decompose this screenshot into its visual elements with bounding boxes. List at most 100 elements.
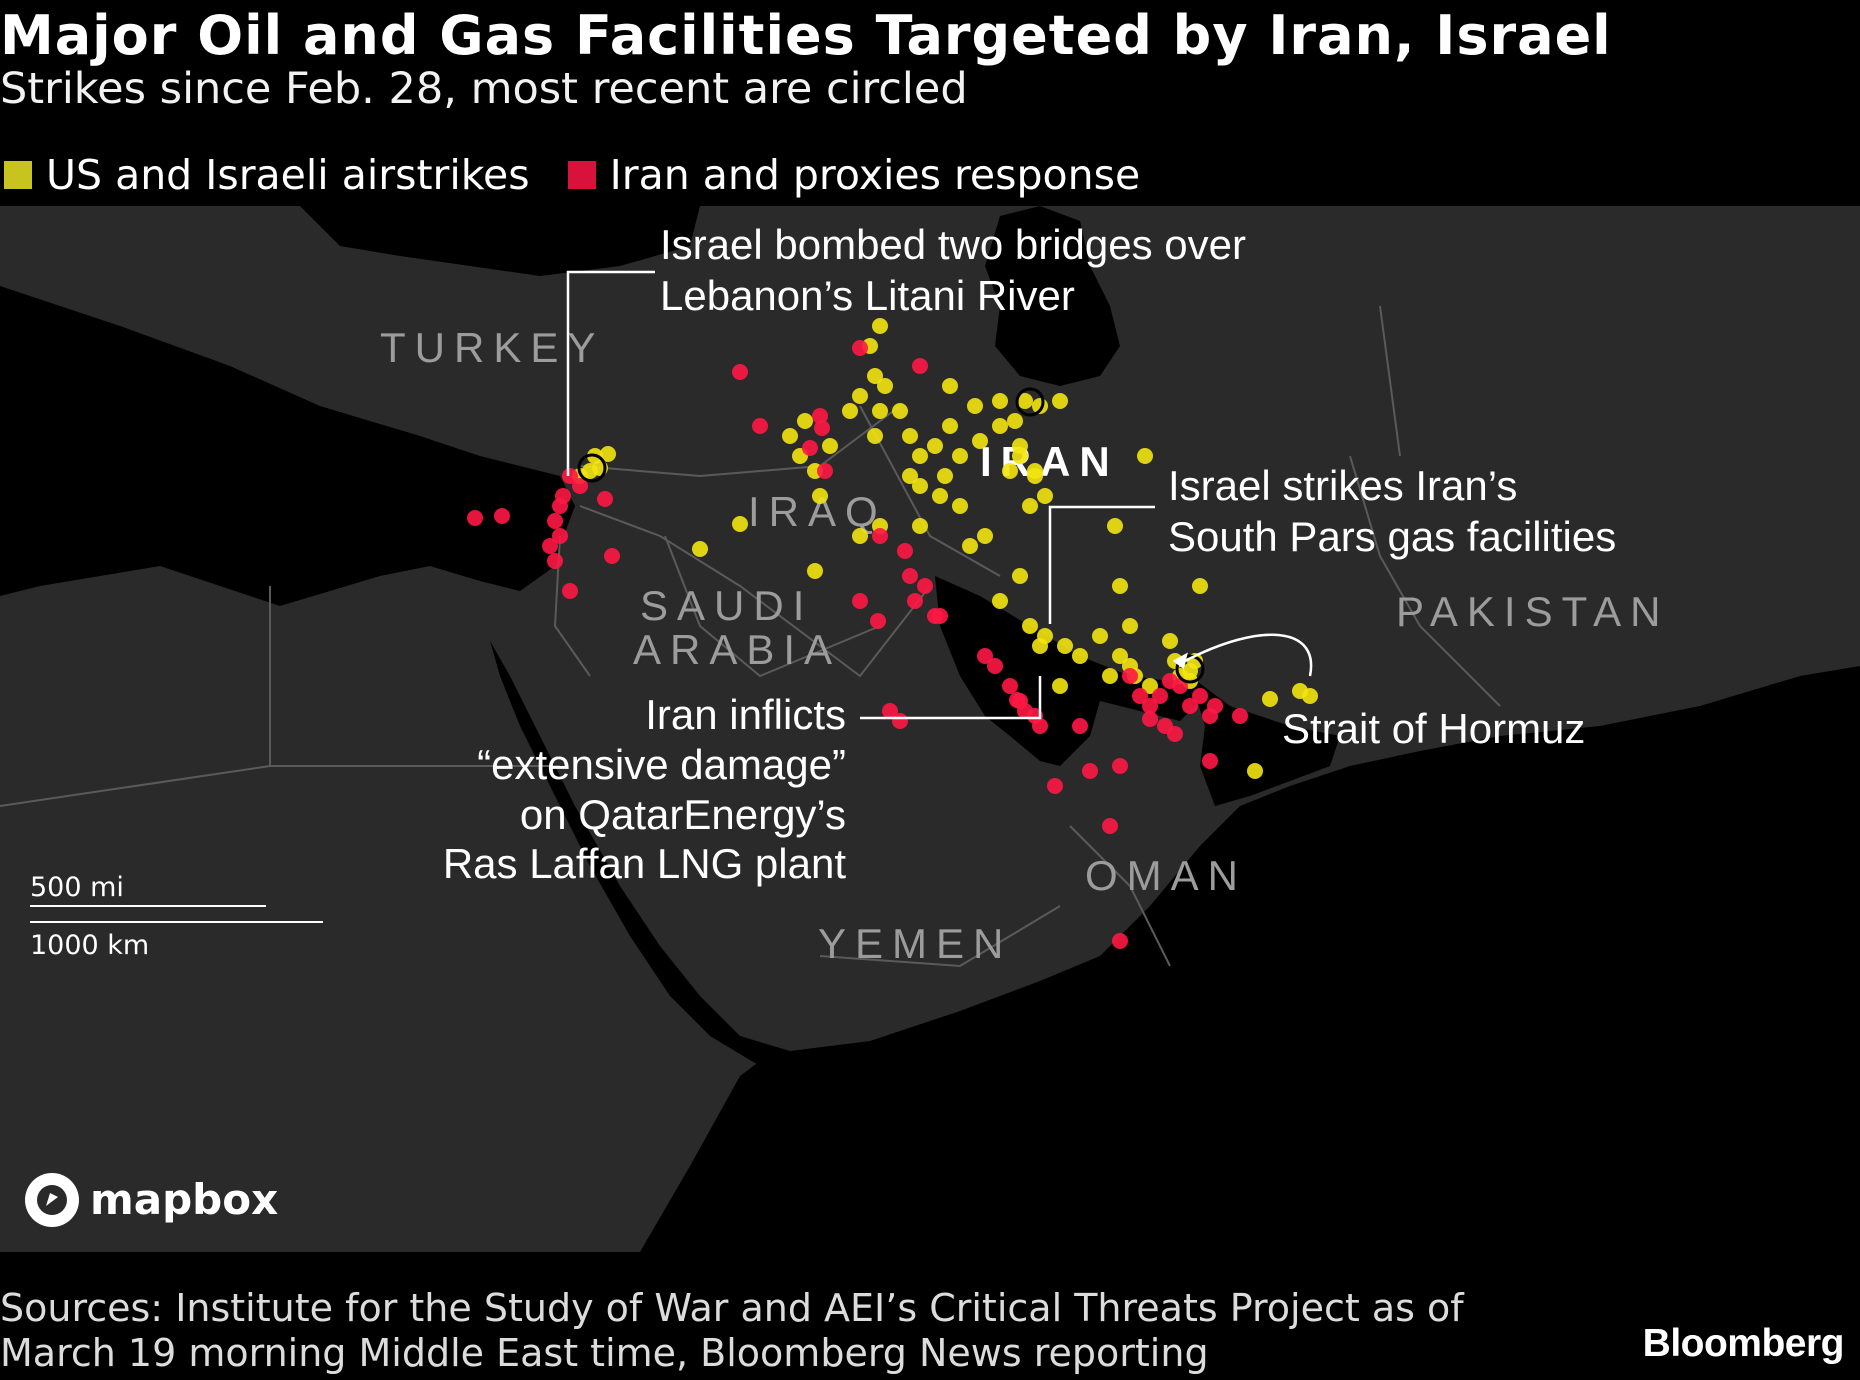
gulf-of-oman (1190, 676, 1340, 806)
us-israel-strike-marker (952, 448, 968, 464)
iran-proxies-strike-marker (1142, 698, 1158, 714)
us-israel-strike-marker (1037, 488, 1053, 504)
bloomberg-logo: Bloomberg (1642, 1322, 1845, 1365)
chart-subtitle: Strikes since Feb. 28, most recent are c… (0, 64, 968, 114)
us-israel-strike-marker (807, 563, 823, 579)
iran-proxies-strike-marker (1009, 692, 1025, 708)
annotation-ras-laffan-line-3: on QatarEnergy’s (520, 791, 846, 838)
us-israel-strike-marker (912, 448, 928, 464)
hormuz-arrow-icon (1172, 652, 1188, 670)
iran-proxies-strike-marker (1202, 708, 1218, 724)
us-israel-strike-marker (692, 541, 708, 557)
us-israel-strike-marker (1092, 628, 1108, 644)
iran-proxies-strike-marker (572, 478, 588, 494)
scale-bar: 500 mi 1000 km (30, 872, 323, 961)
annotation-ras-laffan-line-4: Ras Laffan LNG plant (443, 840, 846, 887)
iran-proxies-strike-marker (1142, 711, 1158, 727)
label-arabia: ARABIA (633, 626, 841, 673)
us-israel-strike-marker (1102, 668, 1118, 684)
us-israel-strike-marker (782, 428, 798, 444)
us-israel-strike-marker (1017, 393, 1033, 409)
iran-proxies-strike-marker (1192, 688, 1208, 704)
iran-proxies-strike-marker (542, 538, 558, 554)
scale-km: 1000 km (30, 930, 149, 961)
chart-title: Major Oil and Gas Facilities Targeted by… (0, 4, 1612, 67)
mapbox-attribution[interactable]: mapbox (25, 1173, 278, 1227)
iran-proxies-strike-marker (604, 548, 620, 564)
annotation-south-pars-line-2: South Pars gas facilities (1168, 513, 1616, 560)
country-borders (0, 305, 1501, 968)
us-israel-strike-marker (992, 393, 1008, 409)
iran-proxies-strike-marker (1072, 718, 1088, 734)
iran-proxies-strike-marker (467, 510, 483, 526)
iran-proxies-strike-marker (1112, 933, 1128, 949)
iran-proxies-strike-marker (597, 491, 613, 507)
south-pars-leader-line (1048, 505, 1155, 624)
annotation-leaders (566, 270, 1313, 720)
iran-proxies-strike-marker (1082, 763, 1098, 779)
iran-proxies-strike-marker (852, 593, 868, 609)
us-israel-strike-marker (1137, 448, 1153, 464)
label-pakistan: PAKISTAN (1396, 588, 1670, 635)
iran-proxies-strike-marker (902, 568, 918, 584)
us-israel-strike-marker (967, 398, 983, 414)
us-israel-strike-marker (1032, 638, 1048, 654)
us-israel-strike-marker (732, 516, 748, 532)
legend-label-iran: Iran and proxies response (609, 151, 1141, 199)
us-israel-strike-marker (1012, 448, 1028, 464)
water-bodies (0, 206, 1860, 1252)
annotation-ras-laffan-line-1: Iran inflicts (645, 691, 846, 738)
legend-item-iran: Iran and proxies response (567, 151, 1141, 199)
ras-laffan-leader-line (860, 676, 1042, 720)
us-israel-strike-marker (942, 378, 958, 394)
us-israel-strike-marker (932, 488, 948, 504)
iran-proxies-strike-marker (814, 420, 830, 436)
us-israel-strike-marker (1022, 618, 1038, 634)
us-israel-strike-marker (1012, 568, 1028, 584)
us-israel-strike-marker (977, 528, 993, 544)
iran-proxies-strike-marker (562, 468, 578, 484)
hormuz-leader-line (1184, 633, 1313, 677)
iran-proxies-strike-marker (1152, 688, 1168, 704)
iran-proxies-strike-marker (987, 658, 1003, 674)
recent-strike-ring (1175, 654, 1205, 684)
iran-proxies-strike-marker (494, 508, 510, 524)
us-israel-strike-marker (1027, 463, 1043, 479)
us-israel-strike-marker (902, 428, 918, 444)
iran-proxies-strike-marker (802, 440, 818, 456)
us-israel-strike-marker (992, 418, 1008, 434)
us-israel-strike-marker (872, 318, 888, 334)
us-israel-strike-marker (1002, 463, 1018, 479)
us-israel-strike-marker (962, 538, 978, 554)
iran-proxies-strike-marker (897, 543, 913, 559)
iran-proxies-strike-marker (872, 528, 888, 544)
us-israel-strike-marker (1302, 688, 1318, 704)
us-israel-strike-marker (877, 378, 893, 394)
us-israel-strike-marker (892, 403, 908, 419)
us-israel-strike-marker (1262, 691, 1278, 707)
iran-proxies-strike-marker (552, 528, 568, 544)
legend-label-us-israel: US and Israeli airstrikes (46, 151, 530, 199)
iran-proxies-strike-marker (732, 364, 748, 380)
iran-proxies-strike-marker (817, 463, 833, 479)
iran-proxies-strike-marker (552, 498, 568, 514)
map[interactable]: TURKEY IRAN IRAQ SAUDI ARABIA PAKISTAN O… (0, 206, 1860, 1252)
map-canvas: TURKEY IRAN IRAQ SAUDI ARABIA PAKISTAN O… (0, 206, 1860, 1252)
iran-proxies-strike-marker (917, 578, 933, 594)
us-israel-strike-marker (952, 498, 968, 514)
sources-note: Sources: Institute for the Study of War … (0, 1286, 1464, 1375)
label-yemen: YEMEN (818, 920, 1012, 967)
litani-leader-line (566, 270, 655, 476)
us-israel-strike-marker (822, 438, 838, 454)
us-israel-strike-marker (1007, 413, 1023, 429)
us-israel-strike-marker (812, 488, 828, 504)
annotation-litani-line-1: Israel bombed two bridges over (660, 221, 1246, 268)
us-israel-strike-marker (867, 368, 883, 384)
red-sea-and-arabian-sea (490, 641, 1860, 1252)
iran-proxies-strike-marker (932, 608, 948, 624)
label-iran: IRAN (980, 438, 1119, 485)
us-israel-strike-marker (1072, 648, 1088, 664)
us-israel-strike-marker (842, 403, 858, 419)
us-israel-strike-marker (942, 418, 958, 434)
iran-proxies-strike-marker (1047, 778, 1063, 794)
